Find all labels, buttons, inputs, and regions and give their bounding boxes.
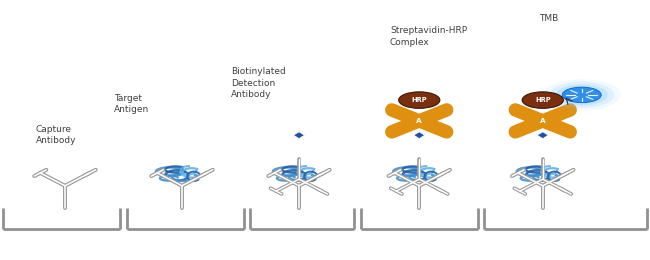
Text: Capture
Antibody: Capture Antibody [36,125,76,145]
Circle shape [398,92,440,108]
Text: A: A [417,118,422,124]
Bar [536,118,550,124]
Text: TMB: TMB [540,14,559,23]
Text: Target
Antigen: Target Antigen [114,94,149,114]
Polygon shape [414,132,424,139]
Text: Biotinylated
Detection
Antibody: Biotinylated Detection Antibody [231,67,285,99]
Circle shape [556,84,608,105]
Text: Streptavidin-HRP
Complex: Streptavidin-HRP Complex [390,26,467,47]
Circle shape [562,87,601,103]
Circle shape [543,79,621,110]
Text: HRP: HRP [411,97,427,103]
Polygon shape [294,132,304,139]
Text: HRP: HRP [535,97,551,103]
Bar [412,118,426,124]
Circle shape [549,82,614,108]
Text: A: A [540,118,545,124]
Circle shape [522,92,564,108]
Polygon shape [538,132,548,139]
